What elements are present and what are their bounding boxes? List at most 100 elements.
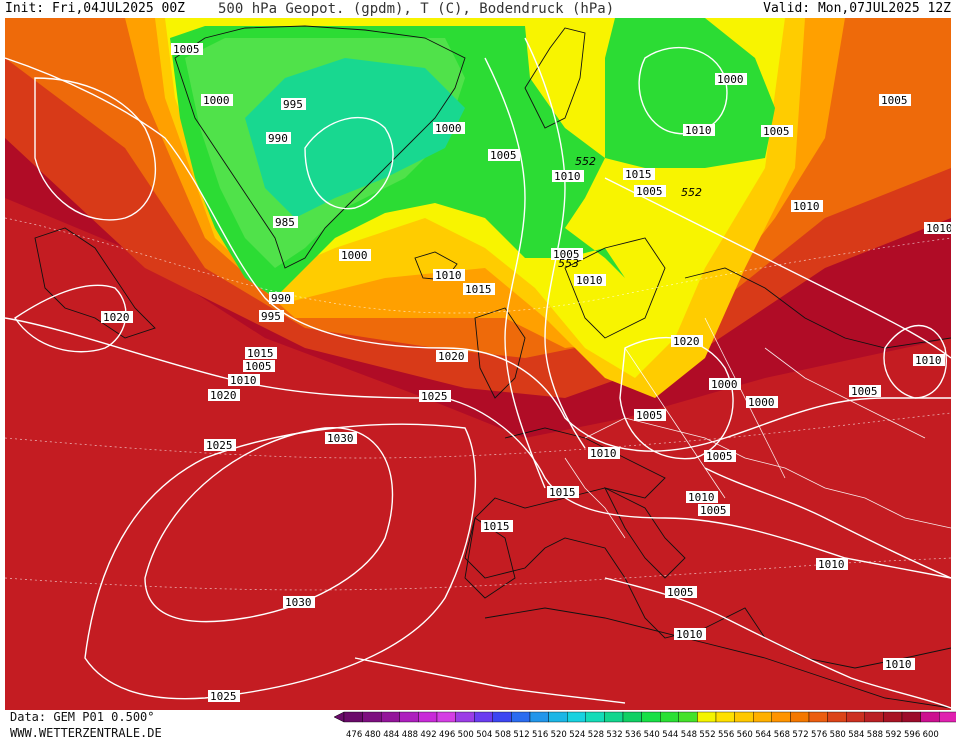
isobar-label-text: 985 bbox=[275, 216, 295, 229]
height-label: 552 bbox=[575, 155, 596, 168]
isobar-8 bbox=[638, 46, 728, 135]
isobar-label: 995 bbox=[259, 310, 284, 323]
isobar-label: 1010 bbox=[816, 558, 848, 571]
isobar-label: 1010 bbox=[588, 447, 620, 460]
isobar-label: 1005 bbox=[551, 248, 583, 261]
legend-tick-label: 496 bbox=[439, 730, 455, 740]
legend-box bbox=[808, 711, 828, 723]
legend-box bbox=[715, 711, 735, 723]
isobar-label: 1005 bbox=[243, 360, 275, 373]
legend-box bbox=[362, 711, 382, 723]
isobar-label-text: 1000 bbox=[711, 378, 738, 391]
isobar-label-text: 1005 bbox=[245, 360, 272, 373]
legend-box bbox=[585, 711, 605, 723]
legend-box bbox=[641, 711, 661, 723]
legend-tick-label: 596 bbox=[904, 730, 920, 740]
isobar-label: 990 bbox=[269, 292, 294, 305]
isobar-label: 1020 bbox=[208, 389, 240, 402]
isobar-label-text: 1010 bbox=[590, 447, 617, 460]
legend-box bbox=[548, 711, 568, 723]
isobar-label: 1010 bbox=[574, 274, 606, 287]
isobar-label-text: 1025 bbox=[206, 439, 233, 452]
legend-tick-label: 564 bbox=[755, 730, 771, 740]
legend-box bbox=[604, 711, 624, 723]
isobar-label-text: 1015 bbox=[549, 486, 576, 499]
height-label: 552 bbox=[681, 186, 702, 199]
isobar-label-text: 1000 bbox=[341, 249, 368, 262]
isobar-label: 1005 bbox=[488, 149, 520, 162]
legend-box bbox=[529, 711, 549, 723]
isobar-label: 1015 bbox=[547, 486, 579, 499]
isobar-label: 1005 bbox=[849, 385, 881, 398]
isobar-label: 1015 bbox=[463, 283, 495, 296]
region-red bbox=[5, 198, 951, 710]
temperature-line-2 bbox=[5, 412, 951, 459]
isobar-label-text: 1005 bbox=[490, 149, 517, 162]
geopotential-fill bbox=[5, 18, 951, 710]
isobar-label-text: 1015 bbox=[483, 520, 510, 533]
legend-arrow-left bbox=[334, 711, 345, 723]
legend-tick-label: 576 bbox=[811, 730, 827, 740]
legend-box bbox=[827, 711, 847, 723]
isobar-label-text: 990 bbox=[271, 292, 291, 305]
isobar-label-text: 1030 bbox=[327, 432, 354, 445]
legend-box bbox=[566, 711, 586, 723]
isobar-label: 1005 bbox=[171, 43, 203, 56]
isobar-label-text: 1020 bbox=[103, 311, 130, 324]
isobar-label: 1010 bbox=[552, 170, 584, 183]
isobar-label: 1000 bbox=[709, 378, 741, 391]
isobar-13 bbox=[604, 177, 951, 359]
isobar-label-text: 1010 bbox=[554, 170, 581, 183]
legend-tick-label: 512 bbox=[513, 730, 529, 740]
isobar-label-text: 1005 bbox=[173, 43, 200, 56]
legend-tick-label: 528 bbox=[588, 730, 604, 740]
legend-box bbox=[678, 711, 698, 723]
isobar-label-text: 1025 bbox=[421, 390, 448, 403]
isobar-3 bbox=[144, 427, 394, 623]
legend-tick-label: 508 bbox=[495, 730, 511, 740]
isobar-label: 1010 bbox=[433, 269, 465, 282]
legend-tick-label: 584 bbox=[848, 730, 864, 740]
isobar-label-text: 1010 bbox=[676, 628, 703, 641]
legend-box bbox=[734, 711, 754, 723]
legend-box bbox=[660, 711, 680, 723]
isobar-15 bbox=[604, 577, 951, 709]
isobar-label: 1010 bbox=[686, 491, 718, 504]
isobar-label: 1010 bbox=[674, 628, 706, 641]
isobar-label-text: 1005 bbox=[636, 185, 663, 198]
isobar-label-text: 995 bbox=[283, 98, 303, 111]
legend-tick-label: 580 bbox=[830, 730, 846, 740]
model-info: Data: GEM P01 0.500° bbox=[10, 710, 155, 724]
country-borders bbox=[564, 317, 951, 539]
legend-tick-label: 568 bbox=[774, 730, 790, 740]
legend-box bbox=[697, 711, 717, 723]
isobar-label: 1015 bbox=[623, 168, 655, 181]
isobar-label-text: 1015 bbox=[247, 347, 274, 360]
legend-tick-label: 544 bbox=[662, 730, 678, 740]
isobar-label-text: 1015 bbox=[465, 283, 492, 296]
isobar-label: 1005 bbox=[761, 125, 793, 138]
isobar-label-text: 1005 bbox=[706, 450, 733, 463]
isobar-label-text: 1010 bbox=[230, 374, 257, 387]
legend-tick-label: 592 bbox=[885, 730, 901, 740]
isobar-label: 1010 bbox=[924, 222, 951, 235]
isobar-label-text: 1000 bbox=[203, 94, 230, 107]
isobar-label-text: 990 bbox=[268, 132, 288, 145]
isobar-label-text: 1005 bbox=[636, 409, 663, 422]
isobar-label: 1005 bbox=[698, 504, 730, 517]
isobar-label: 1025 bbox=[204, 439, 236, 452]
isobar-label: 990 bbox=[266, 132, 291, 145]
isobar-label: 1000 bbox=[746, 396, 778, 409]
isobar-label-text: 1005 bbox=[763, 125, 790, 138]
isobar-label-text: 1030 bbox=[285, 596, 312, 609]
legend-tick-label: 516 bbox=[532, 730, 548, 740]
isobar-label-text: 1010 bbox=[915, 354, 942, 367]
legend-tick-label: 532 bbox=[606, 730, 622, 740]
isobar-label: 1000 bbox=[201, 94, 233, 107]
legend-tick-label: 476 bbox=[346, 730, 362, 740]
isobar-label-text: 1000 bbox=[717, 73, 744, 86]
legend-tick-label: 536 bbox=[625, 730, 641, 740]
isobar-label: 1010 bbox=[913, 354, 945, 367]
isobar-label: 1030 bbox=[283, 596, 315, 609]
